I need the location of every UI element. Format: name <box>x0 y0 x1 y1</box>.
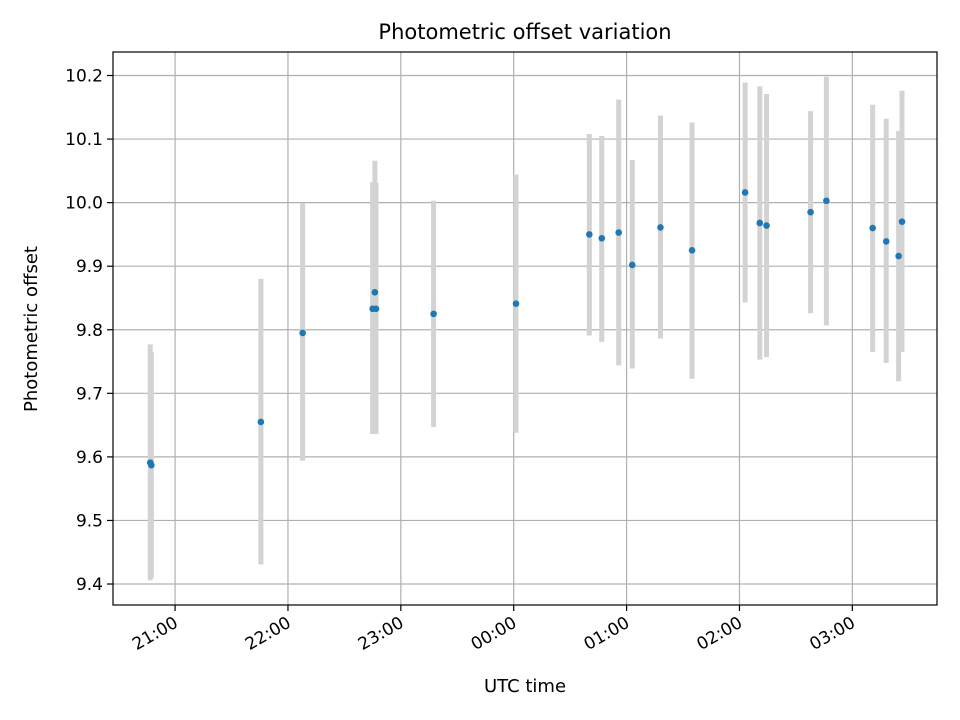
data-point <box>823 197 830 205</box>
data-point <box>372 305 380 313</box>
y-tick-label: 10.2 <box>65 67 103 87</box>
data-point <box>763 222 770 229</box>
data-point <box>371 288 379 296</box>
chart-title: Photometric offset variation <box>378 20 671 44</box>
grid-lines <box>113 52 937 605</box>
data-point <box>257 418 265 426</box>
y-tick-label: 9.8 <box>76 321 103 341</box>
y-tick-label: 9.7 <box>76 384 103 404</box>
y-tick-label: 9.6 <box>76 448 103 468</box>
data-point <box>586 231 593 238</box>
data-point <box>688 247 696 254</box>
data-point <box>615 229 622 236</box>
y-tick-label: 10.1 <box>65 130 103 150</box>
data-point <box>628 261 636 269</box>
y-axis: 9.4 9.5 9.6 9.7 9.8 9.9 10.0 10.1 10.2 <box>65 67 113 595</box>
data-point <box>807 208 814 216</box>
y-tick-label: 9.5 <box>76 511 103 531</box>
plot-frame <box>112 51 938 606</box>
data-point <box>512 300 520 308</box>
data-point <box>657 224 664 231</box>
data-point <box>598 234 606 242</box>
y-axis-title: Photometric offset <box>21 246 42 412</box>
data-point <box>148 461 155 469</box>
data-point <box>741 189 749 196</box>
data-point <box>299 329 306 337</box>
data-point <box>430 310 437 318</box>
data-point <box>882 238 890 245</box>
data-points <box>146 189 906 469</box>
y-tick-label: 9.4 <box>76 575 103 595</box>
y-tick-label: 10.0 <box>65 194 103 214</box>
x-axis-title: UTC time <box>484 676 566 697</box>
data-point <box>895 252 902 260</box>
y-tick-label: 9.9 <box>76 257 103 277</box>
data-point <box>869 224 876 232</box>
data-point <box>756 219 764 227</box>
data-point <box>898 218 906 226</box>
